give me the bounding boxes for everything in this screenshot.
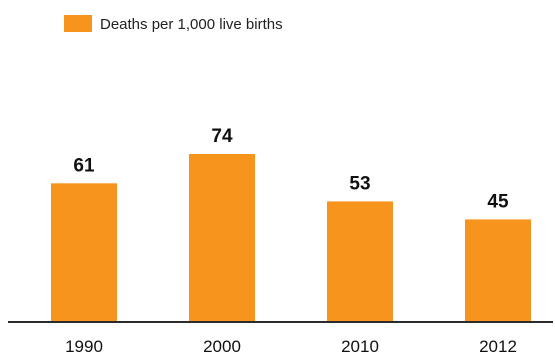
x-tick-label-1990: 1990 [65,337,103,356]
legend-label: Deaths per 1,000 live births [100,16,283,33]
bar-2010 [327,201,393,321]
x-tick-label-2000: 2000 [203,337,241,356]
legend-swatch [64,15,92,32]
x-tick-label-2010: 2010 [341,337,379,356]
value-label-2000: 74 [211,126,233,147]
value-label-2012: 45 [487,191,509,212]
value-labels: 61 74 53 45 [73,126,509,212]
x-tick-label-2012: 2012 [479,337,517,356]
bars [51,154,531,321]
x-tick-labels: 1990 2000 2010 2012 [65,337,517,356]
bar-2012 [465,219,531,321]
legend: Deaths per 1,000 live births [64,15,283,33]
value-label-2010: 53 [349,173,370,194]
bar-1990 [51,183,117,321]
bar-2000 [189,154,255,321]
value-label-1990: 61 [73,155,95,176]
